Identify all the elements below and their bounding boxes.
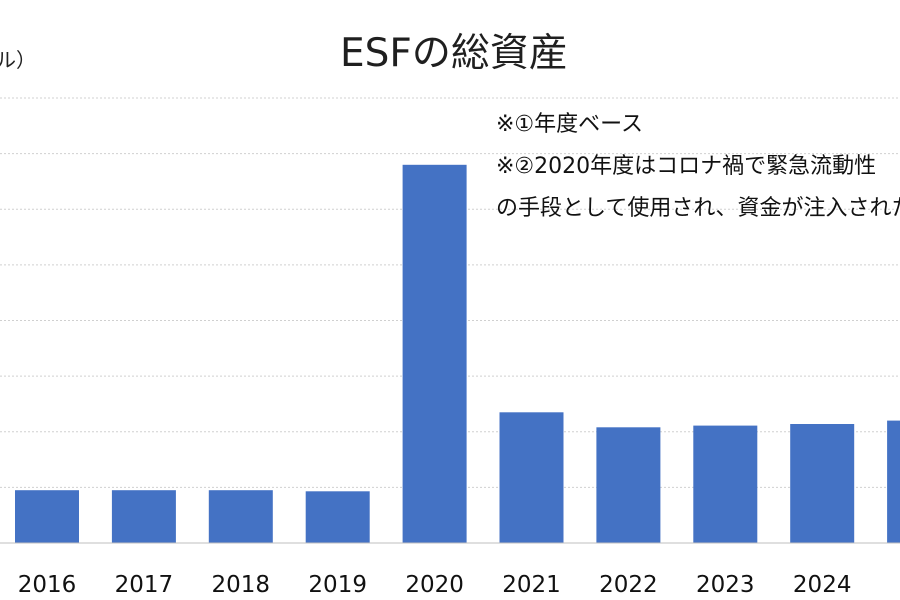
x-tick-label: 2016 <box>18 572 77 598</box>
x-tick-label: 2019 <box>308 572 367 598</box>
bar-2020 <box>402 164 467 544</box>
bar-2021 <box>499 412 564 543</box>
x-tick-label: 2018 <box>212 572 271 598</box>
bar-2018 <box>208 490 273 543</box>
bar-2024 <box>790 424 855 543</box>
x-tick-label: 2023 <box>696 572 755 598</box>
annotation-line-1: ※①年度ベース <box>496 112 644 137</box>
bar-2016 <box>15 490 79 543</box>
bar-2019 <box>305 491 370 543</box>
x-tick-label: 2021 <box>502 572 561 598</box>
x-tick-label: 2017 <box>115 572 174 598</box>
x-tick-label: 2024 <box>793 572 852 598</box>
x-tick-label: 2022 <box>599 572 658 598</box>
x-tick-label: 2020 <box>405 572 464 598</box>
y-axis-unit-label: ル） <box>0 48 36 72</box>
annotation-line-2: ※②2020年度はコロナ禍で緊急流動性 <box>496 154 877 179</box>
bar-2023 <box>693 425 758 543</box>
annotation-line-3: の手段として使用され、資金が注入された <box>496 196 900 221</box>
bar-2017 <box>111 490 176 543</box>
bar-2 <box>887 420 900 543</box>
bar-2022 <box>596 427 661 543</box>
chart-title: ESFの総資産 <box>340 31 568 76</box>
